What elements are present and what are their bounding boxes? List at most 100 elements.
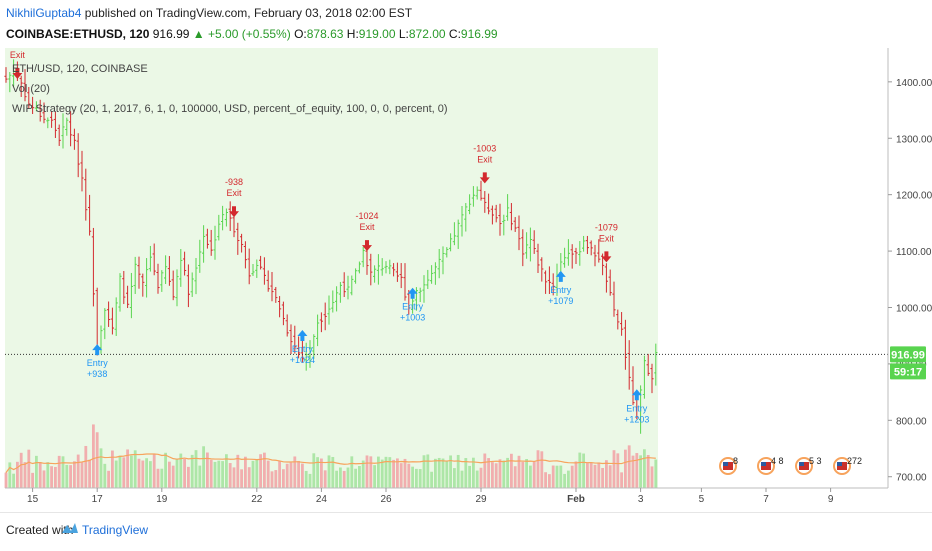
entry-label: Entry	[87, 358, 109, 368]
entry-value: +1024	[290, 355, 315, 365]
volume-bar	[42, 470, 46, 488]
ohlc-bar	[528, 227, 532, 262]
ohlc-bar	[137, 256, 141, 289]
volume-bar	[380, 459, 384, 488]
volume-bar	[339, 467, 342, 488]
ohlc-bar	[236, 222, 240, 255]
ohlc-bar	[4, 67, 8, 83]
price-axis[interactable]: 700.00800.00900.001000.001100.001200.001…	[888, 78, 932, 484]
volume-bar	[521, 461, 525, 488]
volume-bar	[69, 465, 72, 488]
time-tick-label: 29	[475, 494, 487, 505]
ohlc-bar	[604, 263, 608, 293]
volume-bar	[289, 462, 293, 488]
ohlc-bars	[4, 59, 658, 434]
ohlc-bar	[650, 363, 654, 394]
entry-signal: Entry+1024	[290, 330, 315, 365]
ohlc-bar	[441, 246, 445, 275]
volume-bar	[513, 466, 517, 488]
volume-bar	[354, 468, 357, 488]
time-axis[interactable]: 15 17 19 22 24 26 29 Feb 3 5 7 9	[27, 488, 834, 505]
volume-bar	[498, 459, 502, 488]
ohlc-bar	[418, 287, 422, 303]
entry-arrow-icon	[407, 287, 418, 299]
created-with-label: Created with	[6, 523, 74, 537]
entry-value: +1003	[400, 313, 425, 323]
volume-bar	[152, 454, 156, 488]
volume-bar	[517, 455, 521, 488]
volume-bar	[460, 470, 464, 488]
volume-bar	[206, 452, 209, 488]
last-price-tag-text: 916.99	[891, 349, 925, 361]
tradingview-logo-icon[interactable]	[60, 519, 80, 539]
volume-bar	[316, 457, 319, 488]
ohlc-bar	[308, 340, 312, 368]
ohlc-bar	[259, 255, 263, 270]
volume-bar	[472, 457, 475, 488]
ohlc-bar	[186, 264, 190, 308]
volume-bar	[407, 463, 411, 488]
volume-bar	[198, 465, 202, 488]
ohlc-bar	[544, 270, 548, 294]
volume-bar	[487, 458, 490, 488]
ohlc-bar	[608, 269, 612, 296]
volume-bar	[494, 463, 498, 488]
price-tick-label: 1400.00	[896, 78, 932, 89]
ohlc-bar	[509, 203, 513, 231]
volume-bar	[369, 456, 373, 488]
ohlc-bar	[506, 194, 510, 221]
ohlc-bar	[335, 286, 339, 312]
close-value: 916.99	[460, 27, 498, 41]
volume-bar	[190, 454, 194, 488]
ohlc-bar	[433, 262, 437, 285]
ohlc-bar	[430, 265, 434, 284]
volume-bar	[103, 463, 107, 488]
volume-bar	[536, 450, 540, 488]
ohlc-bar	[65, 117, 69, 136]
ohlc-bar	[289, 324, 293, 355]
symbol-label: COINBASE:ETHUSD, 120	[6, 27, 150, 41]
volume-bar	[23, 462, 27, 488]
volume-bar	[586, 463, 589, 488]
volume-bar	[624, 449, 627, 488]
ohlc-bar	[445, 247, 449, 258]
time-tick-label: 26	[380, 494, 392, 505]
ohlc-bar	[513, 217, 517, 232]
volume-bar	[434, 458, 437, 488]
flag-canton	[723, 462, 728, 466]
ohlc-bar	[487, 193, 491, 215]
volume-bar	[616, 453, 620, 488]
ohlc-bar	[566, 239, 570, 266]
ohlc-bar	[323, 302, 327, 331]
volume-bar	[384, 456, 388, 488]
volume-bar	[597, 462, 601, 488]
volume-bar	[27, 449, 31, 488]
volume-bar	[35, 455, 38, 488]
ohlc-bar	[525, 232, 529, 259]
open-label: O:	[294, 27, 307, 41]
ohlc-bar	[88, 194, 92, 236]
volume-bar	[464, 458, 468, 488]
ohlc-bar	[452, 222, 456, 246]
last-price-tag	[890, 346, 926, 363]
ohlc-bar	[479, 180, 483, 201]
ohlc-bar	[133, 256, 137, 294]
volume-bar	[418, 469, 422, 488]
price-chart[interactable]: Entry+938Entry+1024Entry+1003Entry+1079E…	[0, 39, 932, 510]
volume-bar	[570, 465, 574, 488]
ohlc-bar	[521, 229, 525, 267]
ohlc-bar	[171, 270, 175, 301]
chart-area[interactable]: Entry +938 Entry +1024 Entry +1003 Entry +1079 E…	[0, 39, 932, 510]
ohlc-bar	[316, 314, 320, 347]
author-link[interactable]: NikhilGuptab4	[6, 6, 82, 20]
volume-bar	[217, 460, 221, 488]
ohlc-bar	[224, 208, 228, 227]
tradingview-brand[interactable]: TradingView	[82, 523, 149, 537]
ohlc-bar	[126, 285, 130, 309]
ohlc-bar	[346, 275, 350, 300]
volume-bars	[4, 424, 658, 488]
volume-bar	[57, 455, 61, 488]
event-count: 5 3	[809, 456, 822, 466]
